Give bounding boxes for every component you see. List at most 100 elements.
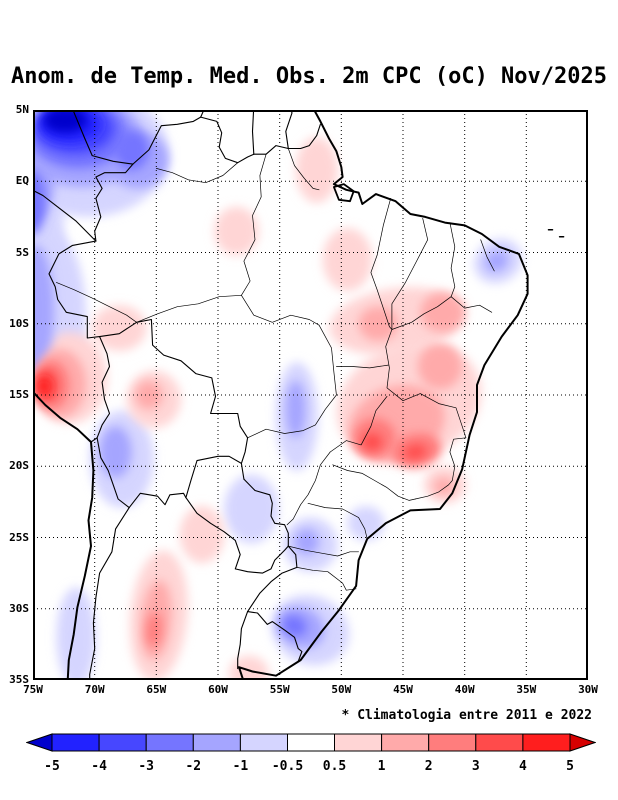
map-svg — [33, 110, 588, 680]
state-border-path — [329, 396, 388, 453]
plot-title: Anom. de Temp. Med. Obs. 2m CPC (oC) Nov… — [10, 64, 608, 89]
lat-tick-label: 25S — [9, 530, 29, 544]
state-border-path — [241, 153, 267, 296]
country-border-path — [72, 110, 134, 165]
lat-tick-label: 10S — [9, 316, 29, 330]
state-border-path — [391, 296, 452, 330]
country-border-path — [90, 336, 111, 443]
colorbar-segment — [51, 733, 100, 752]
state-border-path — [286, 451, 331, 526]
anomaly-blob — [42, 110, 88, 133]
anomaly-blob — [56, 587, 96, 680]
country-border-path — [287, 123, 321, 150]
colorbar-tick-label: -1 — [233, 759, 249, 774]
country-border-path — [185, 455, 242, 499]
anomaly-blob — [404, 444, 427, 460]
anomaly-blob — [33, 171, 46, 234]
anomaly-blob — [358, 306, 398, 341]
colorbar-svg: -5 -4 -3 -2 -1 -0.5 0.5 1 2 3 4 5 — [25, 733, 597, 774]
lon-tick-label: 35W — [516, 683, 537, 696]
anomaly-blob — [294, 529, 320, 555]
anomaly-blob — [362, 433, 383, 451]
map-figure: 5N EQ 5S 10S 15S 20S 25S 30S 35S 75W 70W 65W 60W 55W 5… — [0, 104, 618, 710]
state-border-path — [247, 394, 337, 439]
country-border-path — [128, 492, 187, 509]
colorbar: -5 -4 -3 -2 -1 -0.5 0.5 1 2 3 4 5 — [25, 732, 597, 780]
anomaly-blob — [179, 506, 225, 564]
plot-frame — [33, 110, 588, 680]
country-border-path — [247, 611, 303, 663]
marajo-island-outline — [333, 183, 355, 203]
state-border-path — [370, 197, 393, 330]
anomaly-blob — [214, 206, 259, 256]
state-border-path — [136, 294, 242, 323]
state-border-path — [287, 545, 359, 557]
state-border-path — [241, 294, 320, 326]
anomaly-shading — [33, 110, 522, 680]
anomaly-blob — [114, 130, 149, 170]
country-border-path — [33, 189, 97, 242]
country-border-path — [94, 163, 134, 242]
colorbar-tick-label: 2 — [425, 759, 433, 774]
colorbar-tick-label: 0.5 — [323, 759, 346, 774]
country-border-path — [285, 110, 293, 150]
state-border-path — [414, 437, 467, 500]
colorbar-tick-label: -4 — [91, 759, 107, 774]
lat-tick-label: 20S — [9, 459, 29, 473]
state-border-path — [287, 148, 320, 191]
country-border-path — [132, 116, 202, 165]
anomaly-blob — [420, 292, 465, 333]
country-border-path — [96, 437, 130, 509]
anomaly-blob — [37, 377, 51, 396]
anomaly-blob — [295, 137, 338, 203]
lon-tick-label: 75W — [23, 683, 43, 696]
state-border-path — [480, 239, 495, 272]
country-border-path — [237, 611, 249, 670]
country-border-path — [247, 545, 298, 613]
lon-tick-label: 50W — [331, 683, 352, 696]
state-border-path — [155, 162, 239, 184]
coastline-path — [238, 110, 529, 680]
colorbar-segment — [192, 733, 241, 752]
colorbar-segment — [334, 733, 383, 752]
lat-tick-label: 35S — [9, 673, 29, 686]
colorbar-segment — [287, 733, 336, 752]
country-border-path — [185, 497, 289, 574]
colorbar-segment — [239, 733, 288, 752]
anomaly-blob — [33, 245, 54, 374]
colorbar-segment — [475, 733, 524, 752]
colorbar-segment — [381, 733, 430, 752]
anomaly-blob — [285, 380, 306, 438]
anomaly-blob — [92, 305, 147, 351]
colorbar-arrow — [25, 733, 53, 752]
coastline-path — [33, 390, 95, 680]
state-border-path — [332, 464, 416, 501]
climatology-footnote: * Climatologia entre 2011 e 2022 — [341, 708, 592, 723]
country-border-path — [48, 240, 101, 339]
colorbar-segment — [98, 733, 147, 752]
lat-tick-label: 5S — [15, 245, 29, 259]
state-border-path — [56, 282, 137, 323]
anomaly-blob — [484, 250, 509, 272]
colorbar-segment — [522, 733, 571, 752]
country-border-path — [200, 116, 255, 164]
state-border-path — [318, 324, 337, 396]
lon-tick-label: 70W — [84, 683, 105, 696]
country-border-path — [99, 318, 249, 480]
lon-tick-label: 30W — [578, 683, 598, 696]
colorbar-tick-label: -3 — [138, 759, 154, 774]
country-border-path — [243, 478, 289, 547]
state-border-path — [449, 222, 456, 298]
graticule — [33, 110, 588, 680]
colorbar-tick-label: -0.5 — [272, 759, 303, 774]
anomaly-blob — [146, 613, 162, 648]
state-border-path — [391, 217, 429, 330]
map-outlines — [33, 110, 565, 680]
state-border-path — [385, 329, 467, 439]
colorbar-arrow — [569, 733, 597, 752]
colorbar-tick-label: 5 — [566, 759, 574, 774]
lon-tick-label: 45W — [393, 683, 413, 696]
lon-tick-label: 65W — [146, 683, 167, 696]
country-border-path — [251, 110, 255, 155]
colorbar-tick-label: 1 — [378, 759, 386, 774]
